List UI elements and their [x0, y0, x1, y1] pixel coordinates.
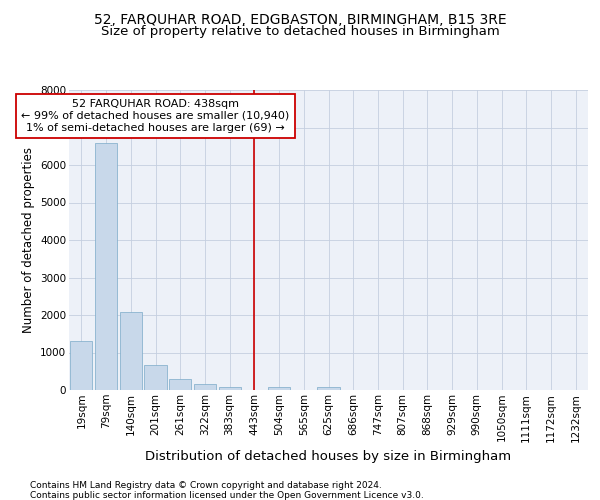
Bar [169, 379, 191, 390]
Bar [317, 387, 340, 390]
Text: 52 FARQUHAR ROAD: 438sqm
← 99% of detached houses are smaller (10,940)
1% of sem: 52 FARQUHAR ROAD: 438sqm ← 99% of detach… [22, 100, 290, 132]
Text: Contains public sector information licensed under the Open Government Licence v3: Contains public sector information licen… [30, 491, 424, 500]
Text: 52, FARQUHAR ROAD, EDGBASTON, BIRMINGHAM, B15 3RE: 52, FARQUHAR ROAD, EDGBASTON, BIRMINGHAM… [94, 12, 506, 26]
Bar [194, 384, 216, 390]
Bar [95, 142, 117, 390]
Text: Size of property relative to detached houses in Birmingham: Size of property relative to detached ho… [101, 25, 499, 38]
Bar [218, 387, 241, 390]
Bar [70, 341, 92, 390]
Bar [268, 387, 290, 390]
Bar [145, 364, 167, 390]
Bar [119, 312, 142, 390]
Y-axis label: Number of detached properties: Number of detached properties [22, 147, 35, 333]
X-axis label: Distribution of detached houses by size in Birmingham: Distribution of detached houses by size … [145, 450, 512, 463]
Text: Contains HM Land Registry data © Crown copyright and database right 2024.: Contains HM Land Registry data © Crown c… [30, 481, 382, 490]
